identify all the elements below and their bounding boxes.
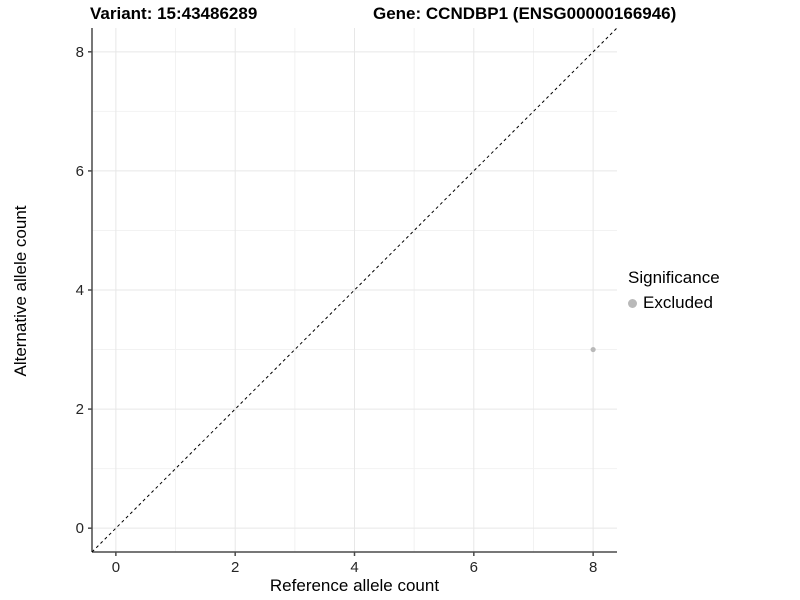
legend: Significance Excluded bbox=[628, 268, 720, 313]
data-point bbox=[590, 346, 596, 353]
legend-item-excluded: Excluded bbox=[628, 293, 720, 313]
gene-title: Gene: CCNDBP1 (ENSG00000166946) bbox=[373, 4, 677, 23]
identity-line bbox=[91, 27, 618, 553]
x-tick-label: 4 bbox=[350, 559, 358, 576]
x-tick-label: 8 bbox=[589, 559, 597, 576]
variant-title: Variant: 15:43486289 bbox=[90, 4, 258, 23]
y-axis-title: Alternative allele count bbox=[11, 205, 30, 377]
x-tick-label: 2 bbox=[231, 559, 239, 576]
legend-title: Significance bbox=[628, 268, 720, 287]
y-tick-label: 0 bbox=[76, 520, 84, 537]
y-tick-label: 8 bbox=[76, 44, 84, 61]
legend-item-label: Excluded bbox=[643, 293, 713, 312]
x-axis-title: Reference allele count bbox=[269, 576, 440, 595]
y-tick-label: 6 bbox=[76, 163, 84, 180]
y-tick-label: 4 bbox=[76, 282, 84, 299]
y-tick-label: 2 bbox=[76, 401, 84, 418]
legend-point-icon bbox=[628, 298, 637, 308]
x-tick-label: 0 bbox=[112, 559, 120, 576]
x-tick-label: 6 bbox=[470, 559, 478, 576]
